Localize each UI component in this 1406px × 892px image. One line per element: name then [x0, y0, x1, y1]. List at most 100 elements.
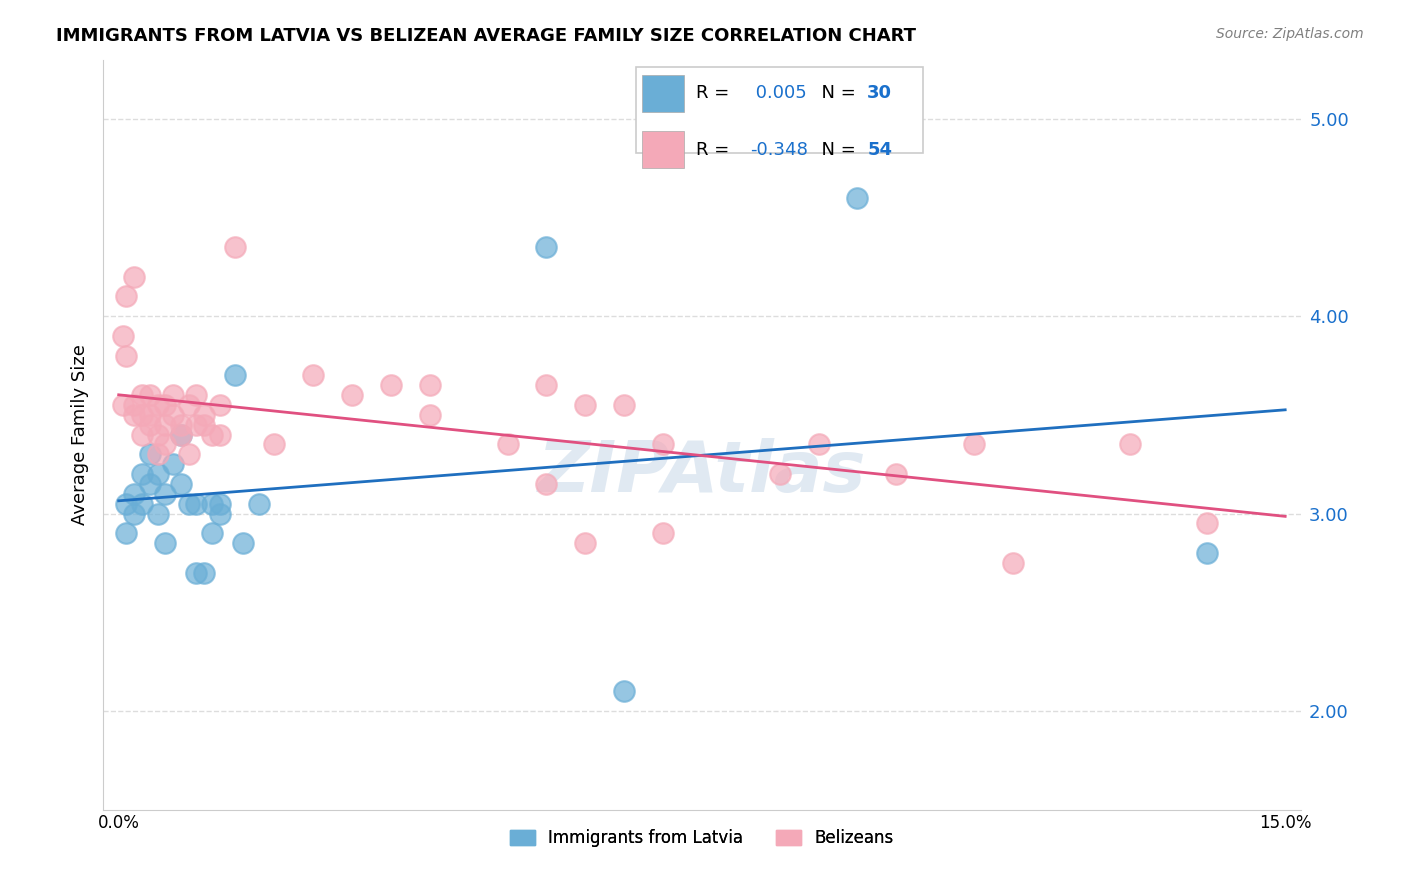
Text: IMMIGRANTS FROM LATVIA VS BELIZEAN AVERAGE FAMILY SIZE CORRELATION CHART: IMMIGRANTS FROM LATVIA VS BELIZEAN AVERA… — [56, 27, 917, 45]
Point — [193, 566, 215, 580]
Point — [122, 398, 145, 412]
Point — [131, 497, 153, 511]
FancyBboxPatch shape — [643, 75, 683, 112]
Text: N =: N = — [810, 141, 862, 159]
Point — [807, 437, 830, 451]
Point — [122, 487, 145, 501]
Point — [574, 536, 596, 550]
Point — [162, 457, 184, 471]
Point — [170, 476, 193, 491]
Point — [652, 526, 675, 541]
Point — [963, 437, 986, 451]
Point — [131, 388, 153, 402]
Text: N =: N = — [810, 85, 862, 103]
Point — [155, 487, 177, 501]
Point — [139, 388, 162, 402]
Point — [340, 388, 363, 402]
Point — [122, 408, 145, 422]
Point — [419, 378, 441, 392]
Point — [111, 329, 134, 343]
Point — [247, 497, 270, 511]
Point — [155, 437, 177, 451]
Point — [146, 467, 169, 481]
Text: R =: R = — [696, 85, 735, 103]
Point — [146, 507, 169, 521]
Point — [201, 427, 224, 442]
Point — [208, 427, 231, 442]
Point — [155, 417, 177, 432]
Text: 30: 30 — [868, 85, 893, 103]
FancyBboxPatch shape — [643, 131, 683, 169]
Point — [115, 497, 138, 511]
Point — [613, 684, 636, 698]
Point — [131, 408, 153, 422]
Point — [574, 398, 596, 412]
Point — [1197, 516, 1219, 531]
Point — [208, 507, 231, 521]
Point — [201, 526, 224, 541]
Text: ZIPAtlas: ZIPAtlas — [537, 438, 866, 507]
Point — [186, 497, 208, 511]
Legend: Immigrants from Latvia, Belizeans: Immigrants from Latvia, Belizeans — [503, 822, 901, 854]
Point — [224, 240, 246, 254]
Point — [224, 368, 246, 383]
Point — [302, 368, 325, 383]
Point — [652, 437, 675, 451]
Point — [193, 417, 215, 432]
Point — [146, 398, 169, 412]
Point — [170, 427, 193, 442]
Point — [111, 398, 134, 412]
Point — [139, 417, 162, 432]
Point — [846, 191, 869, 205]
Point — [769, 467, 792, 481]
Point — [131, 467, 153, 481]
Point — [886, 467, 908, 481]
Point — [186, 388, 208, 402]
Point — [232, 536, 254, 550]
Text: -0.348: -0.348 — [749, 141, 807, 159]
Point — [170, 417, 193, 432]
Point — [115, 526, 138, 541]
Point — [419, 408, 441, 422]
Point — [380, 378, 402, 392]
Point — [139, 476, 162, 491]
Point — [208, 497, 231, 511]
Y-axis label: Average Family Size: Average Family Size — [72, 344, 89, 525]
Point — [162, 408, 184, 422]
Point — [146, 427, 169, 442]
Point — [177, 398, 200, 412]
Point — [131, 427, 153, 442]
Point — [115, 289, 138, 303]
Point — [122, 269, 145, 284]
FancyBboxPatch shape — [636, 67, 924, 153]
Text: R =: R = — [696, 141, 735, 159]
Text: 54: 54 — [868, 141, 893, 159]
Point — [536, 476, 558, 491]
Point — [1118, 437, 1140, 451]
Point — [208, 398, 231, 412]
Point — [115, 349, 138, 363]
Point — [155, 536, 177, 550]
Point — [177, 497, 200, 511]
Point — [536, 240, 558, 254]
Point — [139, 408, 162, 422]
Point — [1001, 556, 1024, 570]
Text: Source: ZipAtlas.com: Source: ZipAtlas.com — [1216, 27, 1364, 41]
Point — [201, 497, 224, 511]
Point — [1197, 546, 1219, 560]
Point — [162, 388, 184, 402]
Point — [263, 437, 285, 451]
Point — [186, 566, 208, 580]
Point — [536, 378, 558, 392]
Text: 0.005: 0.005 — [749, 85, 807, 103]
Point — [139, 447, 162, 461]
Point — [186, 417, 208, 432]
Point — [613, 398, 636, 412]
Point — [496, 437, 519, 451]
Point — [122, 507, 145, 521]
Point — [155, 398, 177, 412]
Point — [193, 408, 215, 422]
Point — [177, 447, 200, 461]
Point — [146, 447, 169, 461]
Point — [170, 427, 193, 442]
